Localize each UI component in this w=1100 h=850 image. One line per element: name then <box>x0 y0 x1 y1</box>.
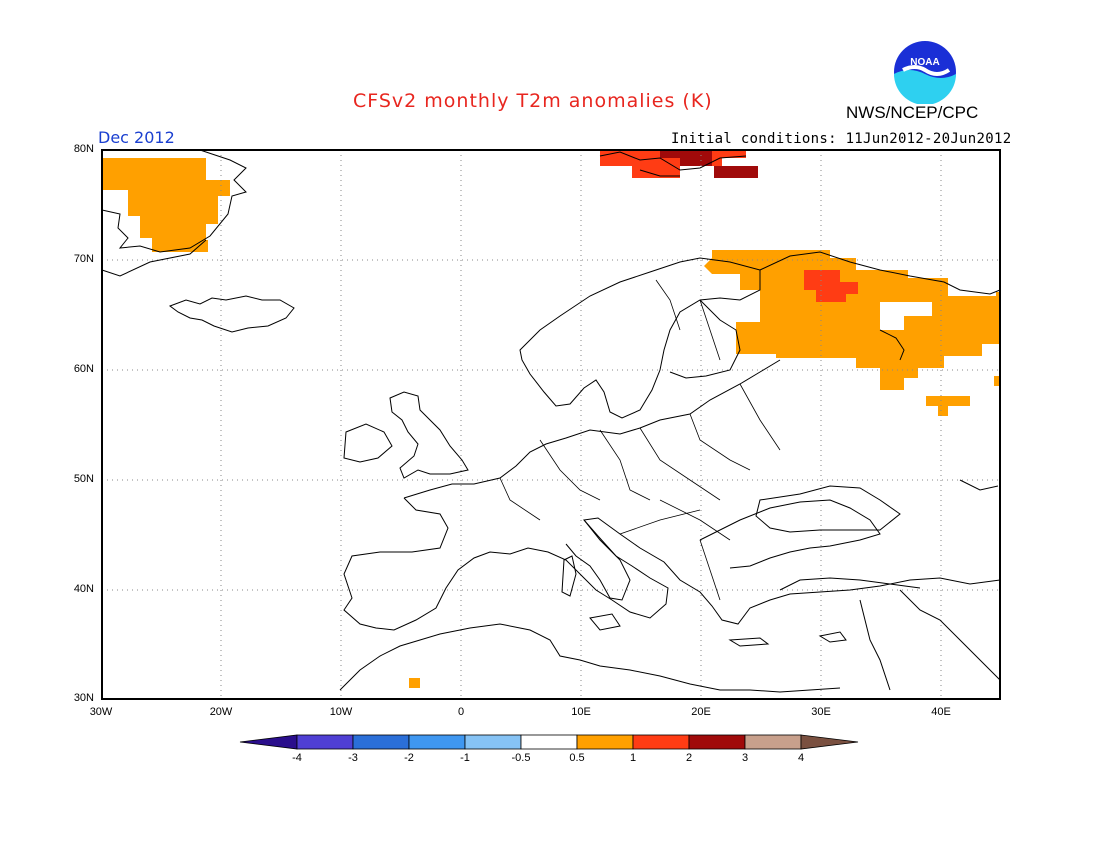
lat-label-30n: 30N <box>73 692 94 704</box>
lat-label-80n: 80N <box>73 143 94 155</box>
colorbar <box>239 734 859 750</box>
noaa-logo-icon: NOAA <box>894 41 956 104</box>
map-title: CFSv2 monthly T2m anomalies (K) <box>353 90 713 112</box>
colorbar-label: 4 <box>797 752 805 764</box>
colorbar-label: -1 <box>460 752 470 764</box>
anomaly-shading <box>102 150 1000 688</box>
forecast-month: Dec 2012 <box>98 128 175 147</box>
country-borders <box>499 279 781 601</box>
lon-label-30w: 30W <box>89 706 113 718</box>
colorbar-label: -3 <box>348 752 358 764</box>
lat-label-40n: 40N <box>73 583 94 595</box>
lat-label-50n: 50N <box>73 473 94 485</box>
graticule <box>102 150 1000 699</box>
lon-label-30e: 30E <box>811 706 831 718</box>
lon-label-10w: 10W <box>329 706 353 718</box>
colorbar-label: 0.5 <box>569 752 585 764</box>
lat-label-60n: 60N <box>73 363 94 375</box>
colorbar-label: -0.5 <box>511 752 531 764</box>
coastlines <box>101 149 1001 693</box>
lon-label-40e: 40E <box>931 706 951 718</box>
agency-label: NWS/NCEP/CPC <box>846 103 979 122</box>
initial-conditions: Initial conditions: 11Jun2012-20Jun2012 <box>671 131 1012 147</box>
colorbar-label: -2 <box>404 752 414 764</box>
colorbar-label: -4 <box>292 752 302 764</box>
map-frame <box>101 149 1001 700</box>
colorbar-label: 2 <box>685 752 693 764</box>
lon-label-0: 0 <box>457 706 465 718</box>
lon-label-20w: 20W <box>209 706 233 718</box>
colorbar-label: 1 <box>629 752 637 764</box>
colorbar-label: 3 <box>741 752 749 764</box>
lon-label-20e: 20E <box>691 706 711 718</box>
lat-label-70n: 70N <box>73 253 94 265</box>
svg-text:NOAA: NOAA <box>910 57 939 68</box>
lon-label-10e: 10E <box>571 706 591 718</box>
